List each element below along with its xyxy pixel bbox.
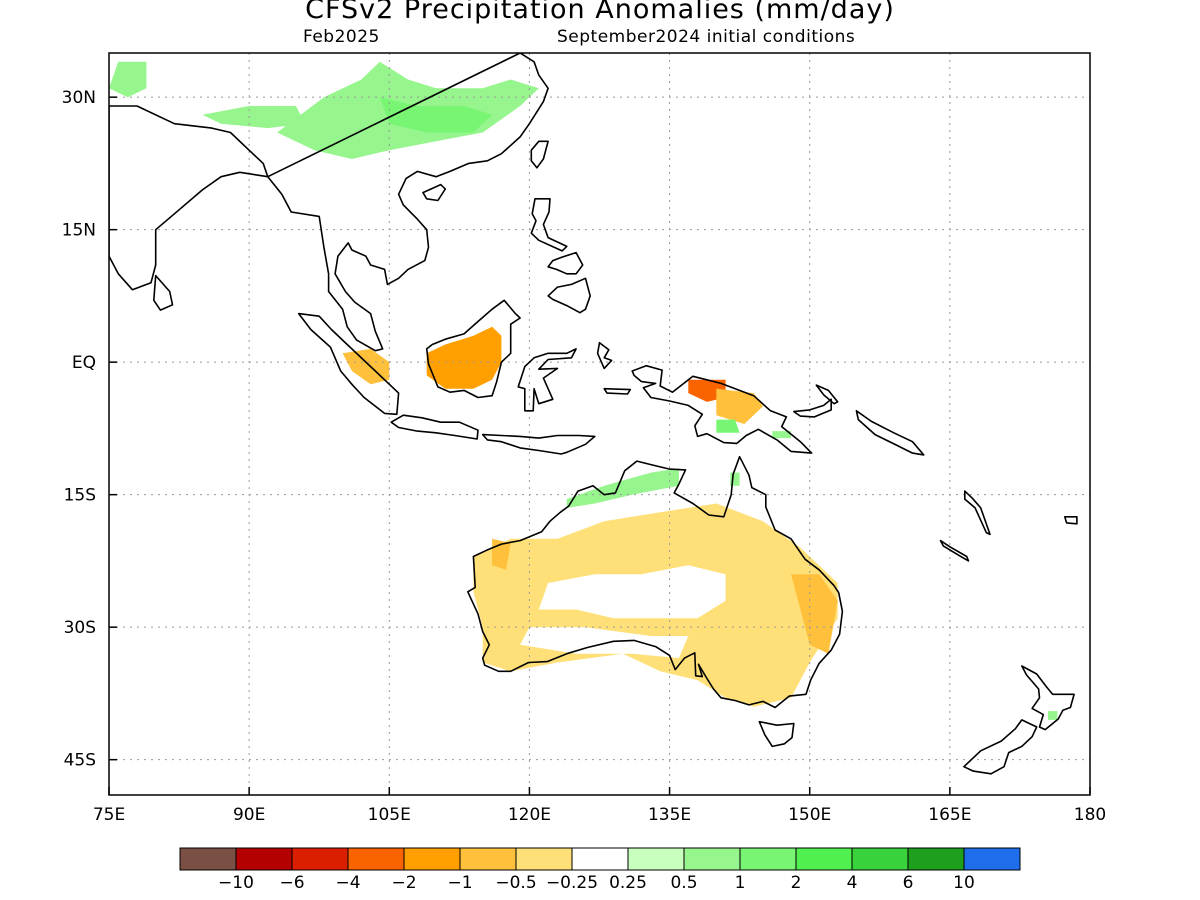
colorbar-label: −0.25: [546, 873, 598, 893]
coastline-new-guinea: [631, 364, 813, 454]
colorbar-swatch: [627, 847, 685, 871]
colorbar-swatch: [403, 847, 461, 871]
coastline-solomons: [855, 409, 925, 456]
lon-tick-label: 120E: [508, 805, 551, 825]
coastline-sumatra: [297, 312, 400, 416]
colorbar-label: 0.25: [609, 873, 647, 893]
coastline-lesser-sunda: [481, 433, 596, 455]
colorbar-label: −4: [335, 873, 360, 893]
axis-labels: 30N 15N EQ 15S 30S 45S 75E 90E 105E 120E 135E 150E 1…: [62, 88, 1107, 825]
anomaly-new-guinea-east: [716, 388, 763, 424]
lat-tick-label: EQ: [72, 353, 96, 373]
lon-tick-label: 90E: [233, 805, 265, 825]
colorbar-label: 1: [735, 873, 746, 893]
anomaly-south-png: [716, 419, 740, 433]
coastline-nz-north: [1020, 665, 1075, 731]
colorbar-swatch: [907, 847, 965, 871]
coastline-seram: [603, 387, 632, 395]
anomaly-china-core: [379, 97, 493, 133]
anomaly-east-coast-dry: [791, 574, 838, 654]
lon-tick-label: 180: [1074, 805, 1106, 825]
colorbar-label: 2: [791, 873, 802, 893]
colorbar-swatch: [515, 847, 573, 871]
colorbar-swatch: [571, 847, 629, 871]
lat-tick-label: 30N: [62, 88, 96, 108]
coastline-layer: [109, 53, 1078, 775]
anomaly-australia-wet-core: [538, 565, 726, 619]
lon-tick-label: 135E: [648, 805, 691, 825]
coastline-fiji: [1064, 515, 1078, 525]
anomaly-new-guinea-west: [688, 379, 726, 402]
colorbar-swatch: [179, 847, 237, 871]
graticule: [109, 53, 1090, 795]
colorbar: −10 −6 −4 −2 −1 −0.5 −0.25 0.25 0.5 1 2 4 6 10: [179, 847, 1021, 893]
lat-tick-label: 15S: [64, 486, 96, 506]
coastline-hainan: [422, 183, 447, 202]
coastline-india: [109, 105, 269, 291]
initial-conditions-label: September2024 initial conditions: [557, 27, 856, 47]
colorbar-label: 10: [953, 873, 975, 893]
anomaly-png-east-spot: [772, 431, 791, 439]
colorbar-swatch: [291, 847, 349, 871]
plot-frame: [108, 52, 1091, 796]
coastline-new-ireland: [815, 384, 839, 405]
colorbar-label: −0.5: [495, 873, 536, 893]
colorbar-swatch: [739, 847, 797, 871]
coastline-tasmania: [758, 720, 795, 748]
coastline-new-caledonia: [939, 539, 970, 562]
colorbar-swatch: [683, 847, 741, 871]
map-title: CFSv2 Precipitation Anomalies (mm/day): [305, 0, 895, 25]
coastline-sulawesi: [517, 348, 577, 412]
coastline-sri-lanka: [153, 274, 174, 311]
coastline-vanuatu: [963, 490, 991, 536]
anomaly-fill-layer: [109, 61, 1058, 720]
colorbar-swatch: [795, 847, 853, 871]
coastline-philippines-mindanao: [547, 277, 592, 314]
anomaly-nz-spot: [1048, 711, 1058, 720]
forecast-month: Feb2025: [303, 27, 380, 47]
anomaly-borneo: [426, 326, 502, 389]
colorbar-label: 4: [847, 873, 858, 893]
anomaly-north-australia: [566, 468, 679, 508]
coastline-new-britain: [792, 398, 833, 418]
lon-tick-label: 150E: [788, 805, 831, 825]
colorbar-label: −2: [391, 873, 416, 893]
lat-tick-label: 30S: [64, 618, 96, 638]
anomaly-himalaya: [202, 106, 306, 129]
colorbar-label: −10: [218, 873, 254, 893]
anomaly-australia-south-white: [520, 627, 689, 659]
coastline-australia: [466, 455, 844, 709]
colorbar-label: 6: [903, 873, 914, 893]
colorbar-label: −1: [447, 873, 472, 893]
colorbar-swatch: [851, 847, 909, 871]
lon-tick-label: 105E: [368, 805, 411, 825]
coastline-nz-south: [963, 719, 1038, 775]
colorbar-swatch: [963, 847, 1021, 871]
colorbar-swatch: [347, 847, 405, 871]
colorbar-label: 0.5: [670, 873, 697, 893]
anomaly-pakistan: [109, 61, 147, 98]
lon-tick-label: 165E: [928, 805, 971, 825]
colorbar-swatch: [459, 847, 517, 871]
colorbar-swatch: [235, 847, 293, 871]
coastline-halmahera: [596, 341, 613, 370]
anomaly-sumatra: [342, 348, 390, 385]
coastline-taiwan: [530, 140, 549, 169]
coastline-philippines-mid: [547, 251, 584, 275]
coastline-mainland-sea: [266, 53, 549, 352]
coastline-borneo: [425, 299, 521, 399]
lat-tick-label: 45S: [64, 751, 96, 771]
lat-tick-label: 15N: [62, 221, 96, 241]
coastline-philippines-luzon: [530, 198, 568, 252]
colorbar-label: −6: [279, 873, 304, 893]
lon-tick-label: 75E: [93, 805, 125, 825]
coastline-java: [390, 414, 479, 440]
